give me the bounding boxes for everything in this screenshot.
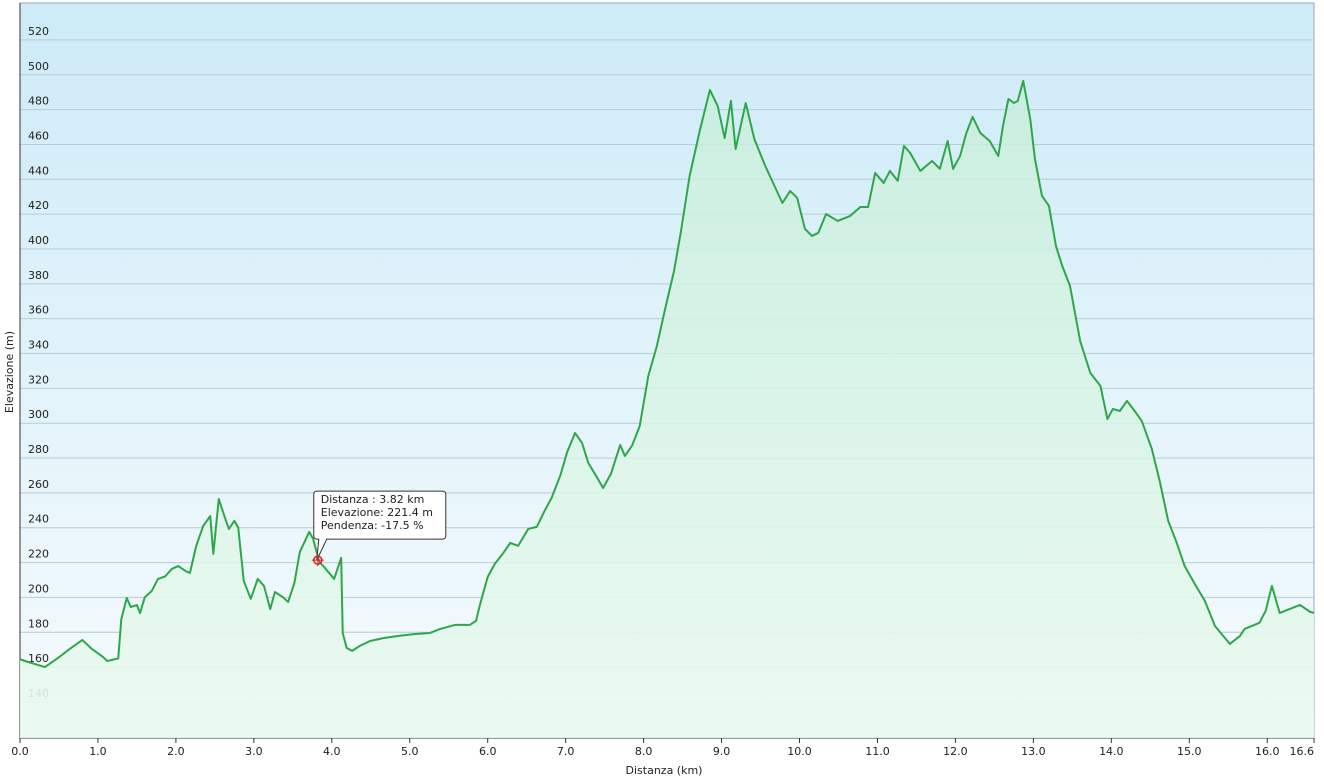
- x-tick-label: 7.0: [557, 745, 575, 758]
- x-tick-label: 14.0: [1099, 745, 1124, 758]
- x-tick-label: 13.0: [1021, 745, 1046, 758]
- y-tick-label: 240: [28, 513, 49, 526]
- y-tick-label: 480: [28, 95, 49, 108]
- x-tick-label: 16.6: [1290, 745, 1315, 758]
- x-tick-label: 9.0: [713, 745, 731, 758]
- y-tick-label: 360: [28, 304, 49, 317]
- y-tick-label: 220: [28, 548, 49, 561]
- y-tick-label: 340: [28, 339, 49, 352]
- y-tick-label: 440: [28, 164, 49, 177]
- x-tick-label: 3.0: [245, 745, 263, 758]
- y-tick-label: 400: [28, 234, 49, 247]
- tooltip-text: Elevazione: 221.4 m: [321, 506, 433, 519]
- y-tick-label: 380: [28, 269, 49, 282]
- y-tick-label: 300: [28, 408, 49, 421]
- x-tick-label: 10.0: [787, 745, 812, 758]
- x-tick-label: 0.0: [11, 745, 29, 758]
- x-tick-label: 11.0: [865, 745, 890, 758]
- y-tick-label: 320: [28, 373, 49, 386]
- x-axis-label: Distanza (km): [626, 764, 703, 777]
- y-tick-label: 160: [28, 652, 49, 665]
- x-tick-label: 4.0: [323, 745, 341, 758]
- x-tick-label: 6.0: [479, 745, 497, 758]
- y-tick-label: 420: [28, 199, 49, 212]
- y-tick-label: 280: [28, 443, 49, 456]
- x-tick-label: 15.0: [1177, 745, 1202, 758]
- y-axis-label: Elevazione (m): [3, 331, 16, 413]
- y-tick-label: 200: [28, 582, 49, 595]
- x-tick-label: 16.0: [1255, 745, 1280, 758]
- tooltip-box: [313, 490, 447, 561]
- y-tick-label: 460: [28, 129, 49, 142]
- elevation-line: [19, 79, 1315, 669]
- tooltip-text: Distanza : 3.82 km: [321, 493, 425, 506]
- x-tick-label: 1.0: [89, 745, 107, 758]
- area-fill: [20, 80, 1314, 738]
- x-tick-label: 8.0: [635, 745, 653, 758]
- tooltip-text: Pendenza: -17.5 %: [321, 519, 424, 532]
- y-tick-label: 520: [28, 25, 49, 38]
- y-tick-label: 180: [28, 617, 49, 630]
- y-tick-label: 500: [28, 60, 49, 73]
- tooltip-cross: [311, 554, 324, 567]
- x-tick-label: 5.0: [401, 745, 419, 758]
- x-tick-label: 12.0: [943, 745, 968, 758]
- y-tick-label: 260: [28, 478, 49, 491]
- x-tick-label: 2.0: [167, 745, 185, 758]
